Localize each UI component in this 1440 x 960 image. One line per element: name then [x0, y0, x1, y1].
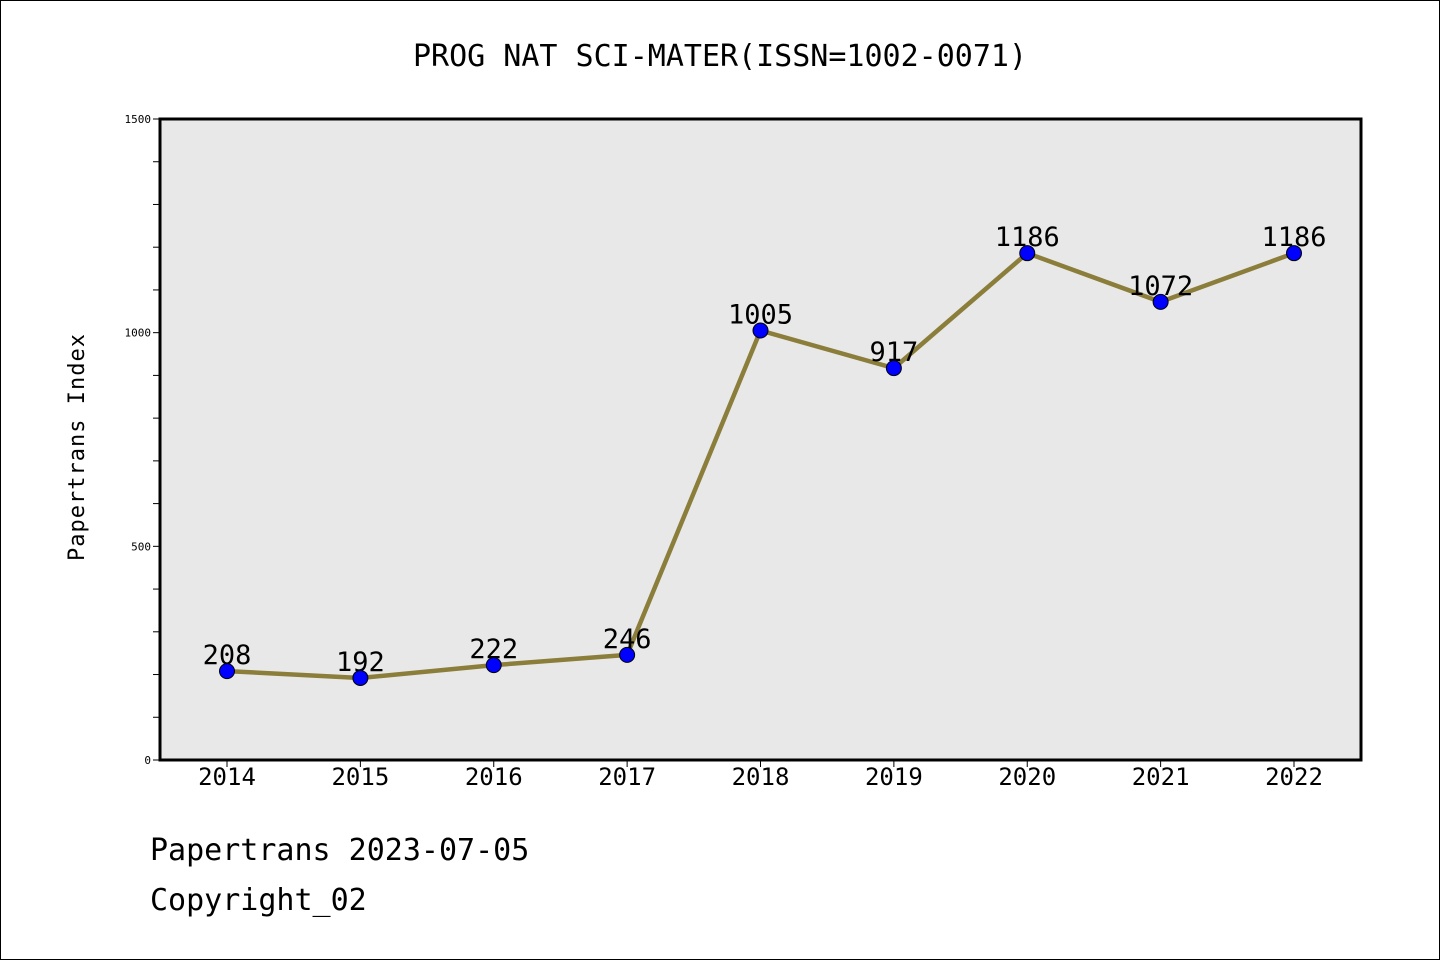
y-tick-label: 1000 [125, 327, 152, 340]
y-axis-ticks: 0 500 1000 1500 [125, 113, 160, 767]
y-axis-label: Papertrans Index [65, 333, 90, 561]
data-point [619, 646, 636, 663]
y-tick-label: 0 [144, 754, 151, 767]
chart-title: PROG NAT SCI-MATER(ISSN=1002-0071) [413, 39, 1027, 74]
x-tick-label: 2015 [331, 763, 389, 791]
plot-border [158, 117, 1363, 762]
data-point [219, 663, 235, 680]
x-tick-label: 2020 [998, 763, 1056, 791]
data-point [1019, 245, 1036, 262]
data-point [885, 360, 902, 377]
x-tick-label: 2022 [1265, 763, 1323, 791]
x-tick-label: 2018 [732, 763, 790, 791]
data-markers [219, 245, 1302, 686]
data-point [1286, 245, 1302, 262]
data-point [352, 669, 369, 686]
footer-copyright: Copyright_02 [150, 883, 367, 918]
y-tick-label: 1500 [125, 113, 152, 126]
x-tick-label: 2014 [198, 763, 256, 791]
x-axis-ticks: 2014 2015 2016 2017 2018 2019 2020 2021 2022 [198, 760, 1323, 791]
y-tick-label: 500 [131, 540, 151, 553]
footer-date: Papertrans 2023-07-05 [150, 833, 530, 868]
data-point [752, 322, 769, 339]
x-tick-label: 2017 [598, 763, 656, 791]
data-point [1152, 293, 1169, 310]
x-tick-label: 2016 [465, 763, 523, 791]
x-tick-label: 2019 [865, 763, 923, 791]
plot-area [160, 119, 1361, 760]
x-tick-label: 2021 [1132, 763, 1190, 791]
data-point [485, 657, 502, 674]
